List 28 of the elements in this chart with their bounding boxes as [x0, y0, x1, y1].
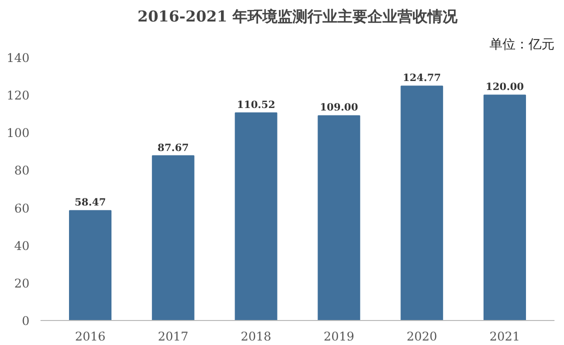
bar — [484, 94, 526, 320]
data-label: 109.00 — [320, 102, 358, 114]
x-tick-label: 2018 — [240, 330, 272, 344]
x-tick-label: 2020 — [406, 330, 438, 344]
data-label: 120.00 — [486, 82, 524, 94]
x-tick-label: 2021 — [489, 330, 520, 344]
y-tick-label: 0 — [22, 314, 30, 328]
data-label: 58.47 — [74, 198, 106, 209]
bar — [69, 210, 112, 320]
x-tick-label: 2019 — [324, 330, 354, 344]
y-tick-label: 100 — [6, 126, 30, 140]
y-tick-label: 20 — [14, 276, 30, 290]
chart-title: 2016-2021 年环境监测行业主要企业营收情况 — [138, 8, 458, 26]
bar — [234, 112, 278, 320]
y-tick-label: 120 — [6, 88, 30, 103]
x-tick-label: 2017 — [158, 330, 188, 344]
data-label: 110.52 — [236, 100, 276, 111]
y-tick-label: 80 — [14, 164, 30, 178]
text: 单位：亿元 — [490, 38, 554, 52]
y-tick-label: 140 — [6, 51, 30, 65]
y-tick-label: 40 — [14, 238, 30, 253]
data-label: 87.67 — [157, 142, 189, 154]
bar — [318, 115, 360, 320]
bar — [400, 86, 444, 320]
data-label: 124.77 — [402, 73, 442, 84]
y-tick-label: 60 — [14, 201, 30, 216]
x-tick-label: 2016 — [74, 330, 106, 344]
bar — [152, 155, 194, 320]
